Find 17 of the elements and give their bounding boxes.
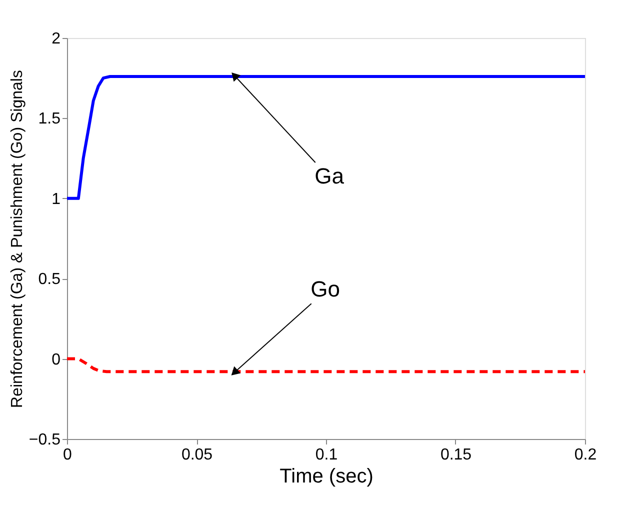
x-tick-label: 0.1 bbox=[315, 446, 338, 464]
y-tick-label: 0.5 bbox=[38, 271, 61, 288]
y-tick-label: −0.5 bbox=[28, 432, 61, 448]
line-series bbox=[66, 74, 586, 200]
y-tick-label: 1 bbox=[52, 190, 61, 208]
x-axis-title: Time (sec) bbox=[280, 466, 374, 488]
x-tick-label: 0.05 bbox=[181, 446, 213, 464]
annotation: Go bbox=[310, 276, 340, 302]
line-series bbox=[66, 357, 586, 374]
x-tick-label: 0.2 bbox=[574, 446, 597, 464]
y-tick-label: 1.5 bbox=[38, 110, 61, 128]
x-tick-label: 0.15 bbox=[440, 446, 472, 464]
y-tick-label: 2 bbox=[52, 30, 61, 48]
y-axis-title: Reinforcement (Ga) & Punishment (Go) Signals bbox=[8, 70, 26, 408]
annotation: Ga bbox=[314, 163, 345, 188]
y-tick-label: 0 bbox=[52, 351, 61, 368]
x-tick-label: 0 bbox=[63, 446, 72, 464]
